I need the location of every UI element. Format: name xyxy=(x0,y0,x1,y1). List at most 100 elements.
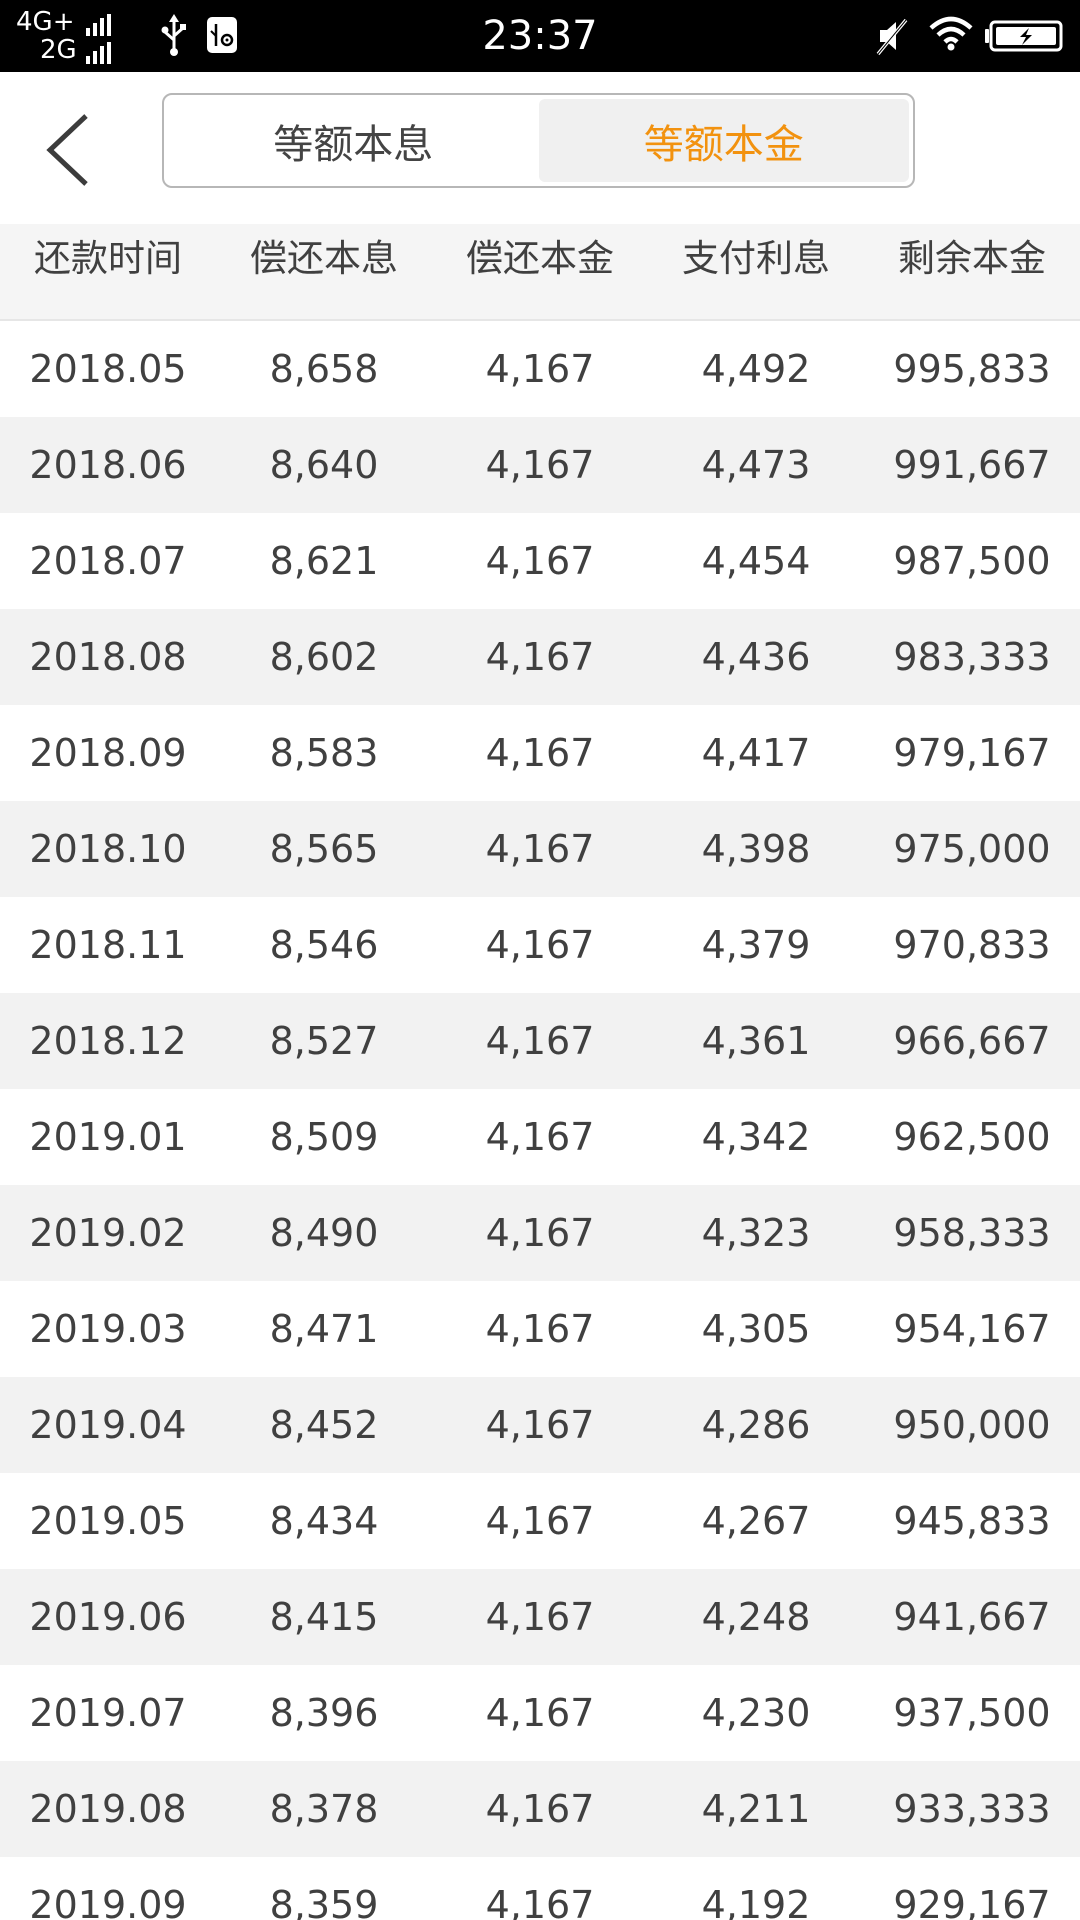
principal-payment-cell: 4,167 xyxy=(485,1115,595,1159)
principal-payment-cell: 4,167 xyxy=(485,443,595,487)
column-header-principal-payment: 偿还本金 xyxy=(466,237,614,280)
remaining-principal-cell: 987,500 xyxy=(893,539,1051,583)
repayment-date-cell: 2019.09 xyxy=(29,1883,187,1920)
nav-bar: 等额本息 等额本金 xyxy=(0,72,1080,224)
interest-payment-cell: 4,211 xyxy=(701,1787,811,1831)
repayment-date-cell: 2019.05 xyxy=(29,1499,187,1543)
interest-payment-cell: 4,342 xyxy=(701,1115,811,1159)
repayment-date-cell: 2019.03 xyxy=(29,1307,187,1351)
interest-payment-cell: 4,286 xyxy=(701,1403,811,1447)
total-payment-cell: 8,396 xyxy=(269,1691,379,1735)
table-row: 2019.03 8,471 4,167 4,305 954,167 xyxy=(0,1281,1080,1377)
principal-payment-cell: 4,167 xyxy=(485,923,595,967)
repayment-date-cell: 2018.06 xyxy=(29,443,187,487)
remaining-principal-cell: 929,167 xyxy=(893,1883,1051,1920)
repayment-date-cell: 2019.01 xyxy=(29,1115,187,1159)
total-payment-cell: 8,509 xyxy=(269,1115,379,1159)
repayment-date-cell: 2019.07 xyxy=(29,1691,187,1735)
total-payment-cell: 8,602 xyxy=(269,635,379,679)
remaining-principal-cell: 962,500 xyxy=(893,1115,1051,1159)
table-row: 2019.09 8,359 4,167 4,192 929,167 xyxy=(0,1857,1080,1920)
principal-payment-cell: 4,167 xyxy=(485,1691,595,1735)
remaining-principal-cell: 941,667 xyxy=(893,1595,1051,1639)
principal-payment-cell: 4,167 xyxy=(485,1499,595,1543)
principal-payment-cell: 4,167 xyxy=(485,1595,595,1639)
table-row: 2019.06 8,415 4,167 4,248 941,667 xyxy=(0,1569,1080,1665)
column-header-repayment-date: 还款时间 xyxy=(34,237,182,280)
total-payment-cell: 8,546 xyxy=(269,923,379,967)
table-row: 2018.06 8,640 4,167 4,473 991,667 xyxy=(0,417,1080,513)
table-row: 2019.01 8,509 4,167 4,342 962,500 xyxy=(0,1089,1080,1185)
interest-payment-cell: 4,361 xyxy=(701,1019,811,1063)
interest-payment-cell: 4,492 xyxy=(701,347,811,391)
repayment-date-cell: 2018.05 xyxy=(29,347,187,391)
repayment-date-cell: 2018.07 xyxy=(29,539,187,583)
tab-equal-installment[interactable]: 等额本息 xyxy=(273,121,434,168)
repayment-date-cell: 2019.04 xyxy=(29,1403,187,1447)
remaining-principal-cell: 954,167 xyxy=(893,1307,1051,1351)
signal-bars-icon xyxy=(86,42,111,64)
table-row: 2019.02 8,490 4,167 4,323 958,333 xyxy=(0,1185,1080,1281)
principal-payment-cell: 4,167 xyxy=(485,1787,595,1831)
remaining-principal-cell: 979,167 xyxy=(893,731,1051,775)
total-payment-cell: 8,640 xyxy=(269,443,379,487)
total-payment-cell: 8,621 xyxy=(269,539,379,583)
total-payment-cell: 8,415 xyxy=(269,1595,379,1639)
repayment-method-segmented-control: 等额本息 等额本金 xyxy=(162,93,915,188)
principal-payment-cell: 4,167 xyxy=(485,1019,595,1063)
network-type-top: 4G+ xyxy=(16,7,75,37)
table-row: 2018.05 8,658 4,167 4,492 995,833 xyxy=(0,321,1080,417)
remaining-principal-cell: 983,333 xyxy=(893,635,1051,679)
principal-payment-cell: 4,167 xyxy=(485,1211,595,1255)
table-row: 2019.05 8,434 4,167 4,267 945,833 xyxy=(0,1473,1080,1569)
table-row: 2018.08 8,602 4,167 4,436 983,333 xyxy=(0,609,1080,705)
column-header-total-payment: 偿还本息 xyxy=(250,237,398,280)
remaining-principal-cell: 970,833 xyxy=(893,923,1051,967)
interest-payment-cell: 4,305 xyxy=(701,1307,811,1351)
network-type-bottom: 2G xyxy=(40,35,77,65)
total-payment-cell: 8,359 xyxy=(269,1883,379,1920)
repayment-date-cell: 2018.08 xyxy=(29,635,187,679)
interest-payment-cell: 4,248 xyxy=(701,1595,811,1639)
table-row: 2018.07 8,621 4,167 4,454 987,500 xyxy=(0,513,1080,609)
repayment-date-cell: 2018.10 xyxy=(29,827,187,871)
repayment-date-cell: 2018.12 xyxy=(29,1019,187,1063)
total-payment-cell: 8,583 xyxy=(269,731,379,775)
total-payment-cell: 8,658 xyxy=(269,347,379,391)
repayment-schedule-list[interactable]: 2018.05 8,658 4,167 4,492 995,833 2018.06 8,64… xyxy=(0,321,1080,1920)
chevron-left-icon xyxy=(46,114,88,186)
total-payment-cell: 8,378 xyxy=(269,1787,379,1831)
remaining-principal-cell: 958,333 xyxy=(893,1211,1051,1255)
mute-icon xyxy=(876,18,908,56)
interest-payment-cell: 4,417 xyxy=(701,731,811,775)
remaining-principal-cell: 975,000 xyxy=(893,827,1051,871)
remaining-principal-cell: 937,500 xyxy=(893,1691,1051,1735)
table-row: 2019.08 8,378 4,167 4,211 933,333 xyxy=(0,1761,1080,1857)
principal-payment-cell: 4,167 xyxy=(485,1307,595,1351)
wifi-icon xyxy=(929,16,973,51)
remaining-principal-cell: 966,667 xyxy=(893,1019,1051,1063)
principal-payment-cell: 4,167 xyxy=(485,635,595,679)
column-header-interest-payment: 支付利息 xyxy=(682,237,830,280)
network-indicator: 4G+ 2G xyxy=(16,8,134,68)
interest-payment-cell: 4,323 xyxy=(701,1211,811,1255)
back-button[interactable] xyxy=(40,110,100,190)
principal-payment-cell: 4,167 xyxy=(485,1883,595,1920)
signal-bars-icon xyxy=(86,14,111,36)
interest-payment-cell: 4,454 xyxy=(701,539,811,583)
principal-payment-cell: 4,167 xyxy=(485,827,595,871)
repayment-date-cell: 2018.09 xyxy=(29,731,187,775)
table-row: 2018.12 8,527 4,167 4,361 966,667 xyxy=(0,993,1080,1089)
table-row: 2018.09 8,583 4,167 4,417 979,167 xyxy=(0,705,1080,801)
interest-payment-cell: 4,192 xyxy=(701,1883,811,1920)
usb-debug-icon xyxy=(207,17,237,53)
principal-payment-cell: 4,167 xyxy=(485,539,595,583)
repayment-date-cell: 2018.11 xyxy=(29,923,187,967)
repayment-date-cell: 2019.08 xyxy=(29,1787,187,1831)
interest-payment-cell: 4,379 xyxy=(701,923,811,967)
principal-payment-cell: 4,167 xyxy=(485,731,595,775)
table-row: 2019.07 8,396 4,167 4,230 937,500 xyxy=(0,1665,1080,1761)
total-payment-cell: 8,565 xyxy=(269,827,379,871)
repayment-date-cell: 2019.06 xyxy=(29,1595,187,1639)
tab-equal-principal[interactable]: 等额本金 xyxy=(538,99,909,182)
